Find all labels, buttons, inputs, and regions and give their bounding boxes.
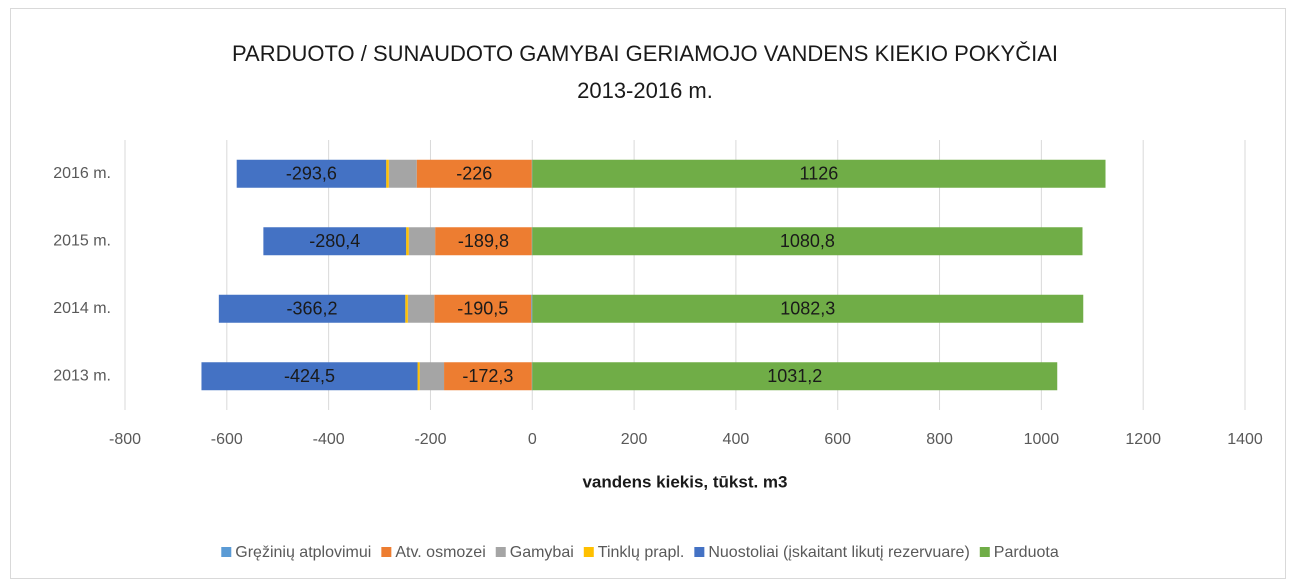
bar-segment — [388, 159, 417, 188]
bar-segment — [532, 362, 1058, 391]
bar-segment — [218, 294, 406, 323]
chart-title: PARDUOTO / SUNAUDOTO GAMYBAI GERIAMOJO V… — [232, 41, 1058, 66]
bar-segment — [531, 159, 533, 188]
bar-segment — [406, 227, 409, 256]
bar-segment — [416, 159, 532, 188]
legend-label: Nuostoliai (įskaitant likutį rezervuare) — [708, 544, 969, 561]
data-label: -280,4 — [309, 231, 360, 251]
bar-segment — [201, 362, 418, 391]
legend-swatch — [381, 547, 392, 557]
bar-segment — [435, 227, 532, 256]
y-tick-label: 2016 m. — [53, 165, 111, 182]
x-tick-label: 400 — [723, 431, 750, 448]
legend-swatch — [583, 547, 594, 557]
bar-segment — [386, 159, 389, 188]
bar-segment — [444, 362, 532, 391]
data-label: -424,5 — [284, 366, 335, 386]
legend-swatch — [495, 547, 506, 557]
data-label: -190,5 — [457, 299, 508, 319]
y-tick-label: 2015 m. — [53, 232, 111, 249]
bar-segment — [263, 227, 407, 256]
bar-segment — [419, 362, 445, 391]
x-tick-label: 1200 — [1125, 431, 1161, 448]
data-label: 1082,3 — [780, 299, 835, 319]
chart-border — [10, 8, 1286, 579]
legend-swatch — [694, 547, 705, 557]
legend-label: Gamybai — [510, 544, 574, 561]
legend-label: Atv. osmozei — [395, 544, 485, 561]
data-label: -293,6 — [286, 164, 337, 184]
bar-segment — [417, 362, 420, 391]
bar-segment — [408, 227, 436, 256]
bar-segment — [531, 362, 533, 391]
x-tick-label: -600 — [211, 431, 243, 448]
bar-segment — [405, 294, 408, 323]
bar-segment — [434, 294, 532, 323]
legend-label: Tinklų prapl. — [598, 544, 685, 561]
bar-segment — [236, 159, 387, 188]
legend-swatch — [221, 547, 232, 557]
data-label: 1031,2 — [767, 366, 822, 386]
data-label: 1126 — [800, 164, 839, 184]
x-tick-label: 800 — [926, 431, 953, 448]
bar-segment — [532, 159, 1106, 188]
data-label: 1080,8 — [780, 231, 835, 251]
x-tick-label: 200 — [621, 431, 648, 448]
x-tick-label: 1000 — [1024, 431, 1060, 448]
data-label: -172,3 — [462, 366, 513, 386]
x-tick-label: -800 — [109, 431, 141, 448]
bar-segment — [407, 294, 435, 323]
x-tick-label: 600 — [824, 431, 851, 448]
data-label: -226 — [456, 164, 492, 184]
legend-label: Gręžinių atplovimui — [235, 544, 371, 561]
bar-segment — [531, 227, 533, 256]
bar-segment — [532, 294, 1084, 323]
bar-segment — [531, 294, 533, 323]
x-tick-label: -200 — [414, 431, 446, 448]
bar-segment — [532, 227, 1083, 256]
chart-title: 2013-2016 m. — [577, 78, 713, 103]
data-label: -366,2 — [287, 299, 338, 319]
y-tick-label: 2014 m. — [53, 300, 111, 317]
legend-swatch — [979, 547, 990, 557]
legend-label: Parduota — [994, 544, 1059, 561]
data-label: -189,8 — [458, 231, 509, 251]
y-tick-label: 2013 m. — [53, 367, 111, 384]
x-tick-label: 0 — [528, 431, 537, 448]
x-tick-label: 1400 — [1227, 431, 1263, 448]
x-tick-label: -400 — [313, 431, 345, 448]
x-axis-label: vandens kiekis, tūkst. m3 — [582, 472, 787, 491]
